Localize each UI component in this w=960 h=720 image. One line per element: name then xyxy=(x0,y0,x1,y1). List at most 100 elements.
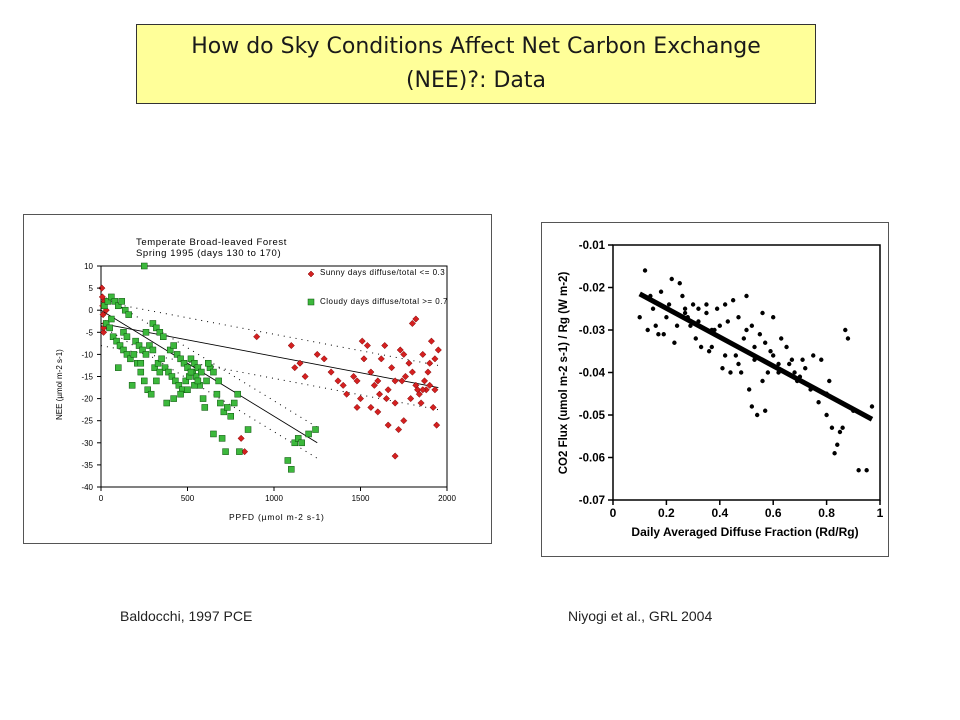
sunny-point xyxy=(99,311,107,319)
sunny-point xyxy=(391,452,399,460)
regression-line xyxy=(638,291,874,422)
cloudy-point xyxy=(130,351,138,358)
flux-point xyxy=(797,374,803,379)
sunny-point xyxy=(419,350,427,358)
flux-point xyxy=(709,344,714,350)
flux-point xyxy=(746,387,752,392)
cloudy-point xyxy=(199,395,207,402)
flux-point xyxy=(765,370,771,375)
cloudy-point xyxy=(163,399,170,407)
flux-point xyxy=(864,468,869,473)
cloudy-point xyxy=(312,426,319,433)
cloudy-point xyxy=(149,320,157,327)
flux-point xyxy=(696,319,701,324)
flux-point xyxy=(720,366,725,371)
cloudy-point xyxy=(198,368,205,376)
cloudy-point xyxy=(294,435,302,442)
cloudy-point xyxy=(170,395,177,402)
left-x-tick-label: 1500 xyxy=(352,494,370,503)
flux-point xyxy=(869,404,875,409)
sunny-point xyxy=(334,377,342,385)
sunny-point xyxy=(360,355,368,363)
slide-title-line-1: How do Sky Conditions Affect Net Carbon … xyxy=(191,34,761,59)
left-chart-title: Temperate Broad-leaved Forest xyxy=(136,237,287,248)
cloudy-point xyxy=(101,302,108,310)
cloudy-point xyxy=(222,448,229,455)
sunny-point xyxy=(382,395,391,403)
cloudy-point xyxy=(156,329,164,336)
sunny-point xyxy=(356,395,365,403)
flux-point xyxy=(824,412,829,418)
flux-point xyxy=(789,357,795,362)
flux-point xyxy=(832,451,837,456)
cloudy-point xyxy=(137,359,145,367)
flux-point xyxy=(704,310,709,316)
legend: Sunny days diffuse/total <= 0.3 Cloudy d… xyxy=(307,268,447,306)
sunny-point xyxy=(400,417,408,425)
flux-point xyxy=(795,378,800,384)
sunny-point xyxy=(396,346,404,354)
cloudy-point xyxy=(141,377,148,385)
cloudy-point xyxy=(191,382,198,389)
sunny-point xyxy=(384,421,392,429)
left-chart: 10 5 0 -5 -10 -15 -20 -25 -30 -35 -40 0 500 1000 1500 2… xyxy=(55,237,456,522)
cloudy-point xyxy=(177,390,184,398)
sunny-point xyxy=(367,368,375,376)
sunny-point xyxy=(433,421,441,429)
left-chart-panel: 10 5 0 -5 -10 -15 -20 -25 -30 -35 -40 0 500 1000 1500 2… xyxy=(23,214,492,544)
flux-point xyxy=(824,391,829,396)
right-y-tick-label: -0.06 xyxy=(579,453,605,465)
flux-point xyxy=(669,276,674,282)
left-y-tick-label: -40 xyxy=(81,483,93,492)
sunny-point xyxy=(388,364,396,372)
sunny-point xyxy=(102,306,110,314)
cloudy-point xyxy=(180,359,188,367)
slide-title-line-2: (NEE)?: Data xyxy=(405,68,547,93)
cloudy-point xyxy=(234,390,241,398)
left-x-tick-label: 1000 xyxy=(265,494,283,503)
sunny-point xyxy=(431,386,439,394)
sunny-point xyxy=(419,386,427,394)
flux-point xyxy=(827,378,832,384)
right-chart: -0.01 -0.02 -0.03 -0.04 -0.05 -0.06 -0.07 0 0.2 0… xyxy=(558,240,884,539)
cloudy-point xyxy=(104,298,112,305)
cloudy-point xyxy=(139,346,146,354)
sunny-point xyxy=(384,386,392,394)
flux-point xyxy=(808,387,813,392)
cloudy-point xyxy=(156,368,164,376)
sunny-point xyxy=(400,350,408,358)
flux-point xyxy=(749,323,755,328)
cloudy-point xyxy=(116,342,124,349)
cloudy-point xyxy=(125,311,132,318)
cloudy-point xyxy=(142,329,150,336)
flux-point xyxy=(730,298,736,303)
flux-point xyxy=(784,344,789,350)
flux-point xyxy=(762,340,768,345)
sunny-point xyxy=(431,355,439,363)
left-y-tick-label: -20 xyxy=(81,395,93,404)
sunny-point xyxy=(343,390,351,398)
flux-point xyxy=(722,302,728,307)
flux-point xyxy=(733,353,739,358)
cloudy-confidence-band xyxy=(100,325,318,459)
cloudy-point xyxy=(147,390,155,398)
flux-point xyxy=(752,344,757,350)
sunny-point xyxy=(353,403,361,411)
flux-point xyxy=(779,336,784,341)
flux-point xyxy=(656,332,661,337)
sunny-point xyxy=(420,377,429,385)
right-y-tick-label: -0.07 xyxy=(579,495,605,507)
sunny-point xyxy=(98,284,106,292)
right-y-tick-label: -0.02 xyxy=(579,283,605,295)
sunny-point xyxy=(408,319,416,328)
cloudy-point xyxy=(230,399,238,407)
flux-point xyxy=(706,349,712,354)
left-x-tick-label: 500 xyxy=(181,494,195,503)
flux-point xyxy=(803,366,808,371)
right-y-tick-label: -0.04 xyxy=(579,368,606,380)
flux-point xyxy=(829,425,835,430)
flux-point xyxy=(642,268,648,273)
flux-point xyxy=(674,323,680,328)
flux-point xyxy=(653,323,658,328)
right-plot-frame xyxy=(612,244,881,501)
